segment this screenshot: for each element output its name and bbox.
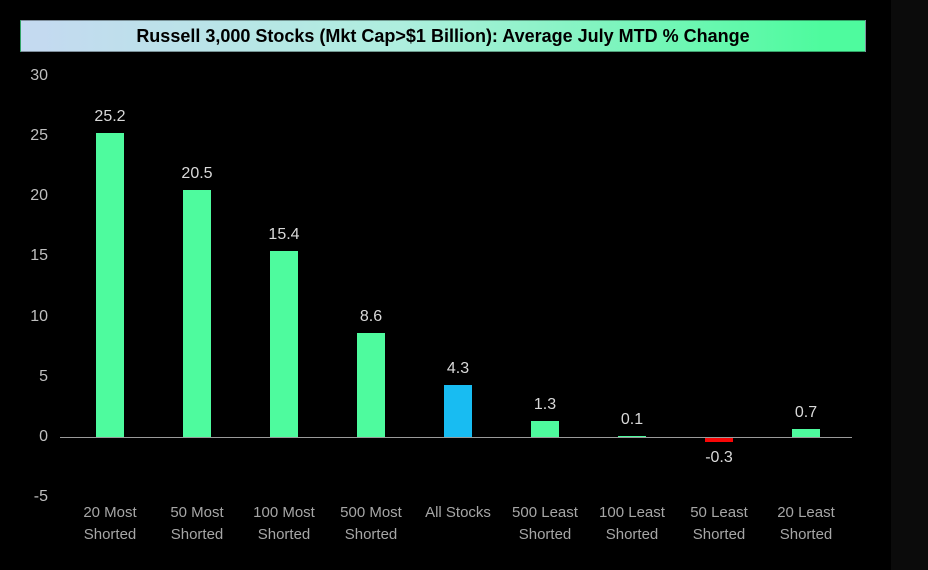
- y-tick-label: 15: [30, 247, 48, 265]
- category-label-line: Shorted: [344, 526, 398, 543]
- bar-100-most-shorted: [270, 251, 298, 437]
- value-label: -0.3: [705, 448, 733, 466]
- bar-50-least-shorted: [705, 438, 733, 442]
- category-label-line: 50 Most: [170, 504, 224, 521]
- category-label-line: Shorted: [83, 526, 137, 543]
- category-label: 20 Most Shorted: [62, 502, 158, 546]
- chart-title-banner: Russell 3,000 Stocks (Mkt Cap>$1 Billion…: [20, 20, 866, 52]
- y-tick-label: 20: [30, 187, 48, 204]
- chart-title: Russell 3,000 Stocks (Mkt Cap>$1 Billion…: [136, 25, 750, 46]
- category-label-line: 50 Least: [690, 504, 748, 521]
- bar-all-stocks: [444, 385, 472, 437]
- y-tick-label: 0: [39, 428, 48, 445]
- y-tick-label: 10: [30, 307, 48, 325]
- y-tick-label: 5: [39, 367, 48, 385]
- value-label: 4.3: [446, 360, 470, 378]
- category-label-line: 100 Most: [253, 504, 315, 521]
- y-tick-label: 25: [30, 126, 48, 144]
- category-label: All Stocks: [410, 502, 506, 524]
- bar-20-least-shorted: [792, 428, 820, 437]
- category-label-line: Shorted: [257, 526, 311, 543]
- bar-500-least-shorted: [531, 421, 559, 437]
- value-label: 20.5: [181, 164, 213, 182]
- category-label-line: 500 Least: [512, 504, 578, 521]
- category-label-line: Shorted: [170, 526, 224, 543]
- category-label-line: 20 Least: [777, 504, 835, 521]
- category-label: 20 Least Shorted: [758, 502, 854, 546]
- y-tick-label: 30: [30, 66, 48, 84]
- category-label-line: 20 Most: [83, 504, 137, 521]
- category-label: 100 Most Shorted: [236, 502, 332, 546]
- bar-500-most-shorted: [357, 333, 385, 437]
- value-label: 25.2: [94, 108, 126, 126]
- category-label: 100 Least Shorted: [584, 502, 680, 546]
- value-label: 1.3: [533, 396, 557, 414]
- bar-100-least-shorted: [618, 435, 646, 437]
- category-label: 50 Most Shorted: [149, 502, 245, 546]
- category-label-line: All Stocks: [425, 504, 491, 521]
- category-label-line: 100 Least: [599, 504, 665, 521]
- category-label-line: 500 Most: [340, 504, 402, 521]
- slide-background-strip: [891, 0, 928, 570]
- value-label: 0.1: [620, 410, 644, 428]
- category-label-line: Shorted: [605, 526, 659, 543]
- bar-50-most-shorted: [183, 189, 211, 437]
- value-label: 15.4: [268, 226, 300, 244]
- x-axis-line: [60, 437, 852, 438]
- value-label: 0.7: [794, 403, 818, 421]
- category-label-line: Shorted: [518, 526, 572, 543]
- category-label-line: Shorted: [779, 526, 833, 543]
- category-label: 500 Least Shorted: [497, 502, 593, 546]
- category-label-line: Shorted: [692, 526, 746, 543]
- category-label: 50 Least Shorted: [671, 502, 767, 546]
- category-label: 500 Most Shorted: [323, 502, 419, 546]
- y-tick-label: -5: [33, 488, 48, 506]
- bar-20-most-shorted: [96, 133, 124, 437]
- value-label: 8.6: [359, 308, 383, 326]
